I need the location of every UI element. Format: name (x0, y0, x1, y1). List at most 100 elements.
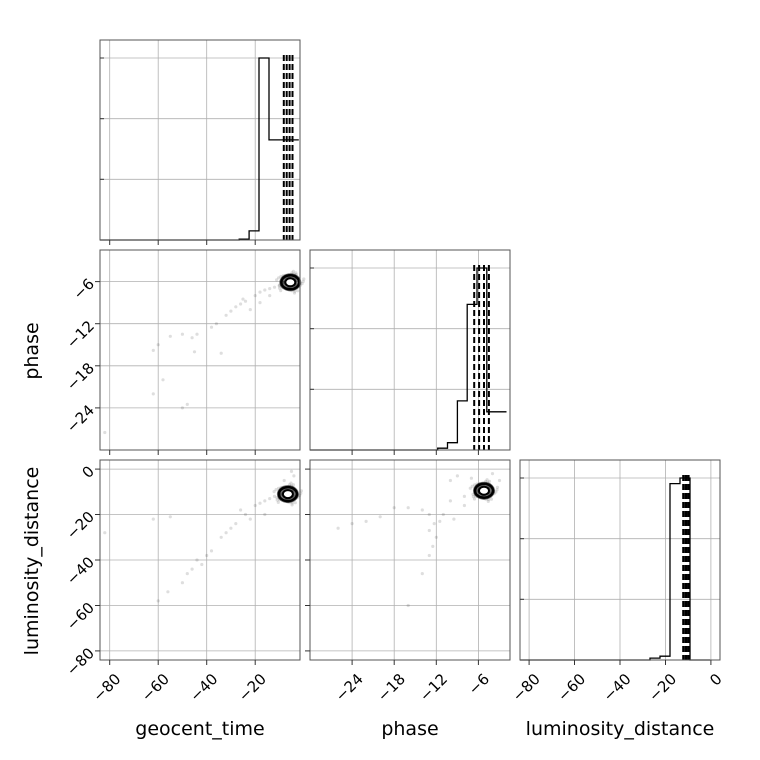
sample-point (190, 567, 194, 571)
sample-point (427, 528, 431, 533)
sample-point (205, 553, 209, 558)
sample-point (301, 279, 305, 283)
frame-layer (99, 39, 721, 661)
histogram-phase (310, 267, 507, 451)
sample-point (427, 553, 431, 558)
sample-point (420, 508, 424, 512)
sample-point (268, 497, 272, 501)
sample-point (219, 351, 223, 355)
sample-point (168, 334, 172, 338)
sample-point (234, 522, 238, 526)
sample-point (209, 549, 214, 553)
y-tick-label-luminosity-distance: 0 (79, 462, 98, 481)
sample-point (219, 535, 223, 539)
sample-point (290, 503, 294, 507)
sample-point (452, 517, 456, 521)
x-tick-label-phase: −12 (416, 670, 451, 705)
sample-point (278, 286, 282, 290)
sample-point (200, 562, 204, 567)
sample-point (151, 348, 155, 352)
contour-outer-geocent-time-phase (280, 274, 301, 291)
sample-point (497, 478, 502, 483)
sample-point (103, 430, 107, 435)
sample-point (495, 488, 499, 492)
sample-point (431, 544, 435, 549)
sample-point (472, 497, 477, 501)
sample-point (258, 301, 262, 305)
sample-point (494, 490, 498, 494)
sample-point (441, 512, 445, 517)
sample-point (151, 392, 155, 396)
sample-point (275, 278, 279, 282)
contour-inner-phase-luminosity-distance (478, 485, 490, 496)
sample-point (274, 488, 278, 492)
x-tick-label-luminosity-distance: −40 (600, 670, 635, 705)
sample-point (268, 294, 272, 298)
sample-point (190, 336, 194, 340)
contour-inner-geocent-time-luminosity-distance (281, 489, 294, 500)
contour-outer-phase-luminosity-distance (473, 482, 495, 499)
sample-point (185, 402, 189, 406)
histogram-luminosity-distance (520, 477, 710, 661)
sample-point (161, 378, 165, 382)
sample-point (195, 558, 199, 562)
sample-point (434, 535, 438, 539)
sample-point (243, 299, 248, 303)
sample-point (272, 490, 276, 494)
sample-point (448, 499, 452, 503)
x-axis-label-luminosity-distance: luminosity_distance (526, 718, 715, 740)
x-axis-label-phase: phase (381, 718, 438, 740)
y-tick-label-luminosity-distance: −20 (63, 508, 98, 543)
sample-point (420, 572, 424, 576)
sample-point (224, 531, 228, 535)
sample-point (291, 483, 295, 487)
sample-point (209, 325, 214, 329)
sample-point (279, 289, 283, 293)
sample-point (253, 503, 257, 508)
sample-point (471, 495, 475, 499)
sample-point (103, 531, 107, 535)
sample-point (462, 503, 466, 508)
sample-point (291, 269, 295, 273)
y-tick-label-phase: −6 (70, 275, 98, 303)
panel-phase-phase (309, 249, 511, 451)
sample-point (195, 332, 199, 336)
histogram-geocent-time (100, 57, 299, 241)
sample-point (292, 291, 297, 295)
sample-point (224, 313, 228, 317)
sample-point (487, 479, 492, 483)
x-tick-label-phase: −6 (465, 670, 493, 698)
sample-point (156, 599, 160, 603)
x-tick-label-geocent-time: −60 (138, 670, 173, 705)
y-axis-label-luminosity-distance: luminosity_distance (21, 467, 43, 656)
sample-point (151, 517, 155, 521)
sample-point (392, 506, 396, 510)
sample-point (253, 294, 257, 298)
sample-point (302, 277, 306, 281)
data-layer (100, 55, 710, 661)
sample-point (239, 302, 243, 306)
x-tick-label-geocent-time: −20 (235, 670, 270, 705)
sample-point (293, 501, 297, 505)
y-tick-label-luminosity-distance: −60 (63, 599, 98, 634)
x-tick-label-luminosity-distance: −60 (554, 670, 589, 705)
sample-point (268, 287, 272, 291)
sample-point (448, 478, 452, 483)
contour-outer-geocent-time-luminosity-distance (277, 485, 299, 503)
panel-geocent-time-geocent-time (99, 39, 301, 241)
y-axis-label-phase: phase (21, 322, 43, 379)
sample-point (470, 484, 474, 488)
sample-point (299, 489, 303, 493)
sample-point (364, 519, 368, 524)
sample-point (248, 517, 252, 521)
y-tick-label-luminosity-distance: −40 (63, 553, 98, 588)
sample-point (180, 332, 184, 336)
contour-inner-geocent-time-phase (284, 277, 297, 288)
sample-point (258, 501, 262, 505)
sample-point (292, 474, 296, 478)
x-tick-label-luminosity-distance: −20 (645, 670, 680, 705)
y-tick-label-phase: −18 (63, 359, 98, 394)
sample-point (192, 350, 197, 354)
y-tick-label-phase: −12 (63, 317, 98, 352)
